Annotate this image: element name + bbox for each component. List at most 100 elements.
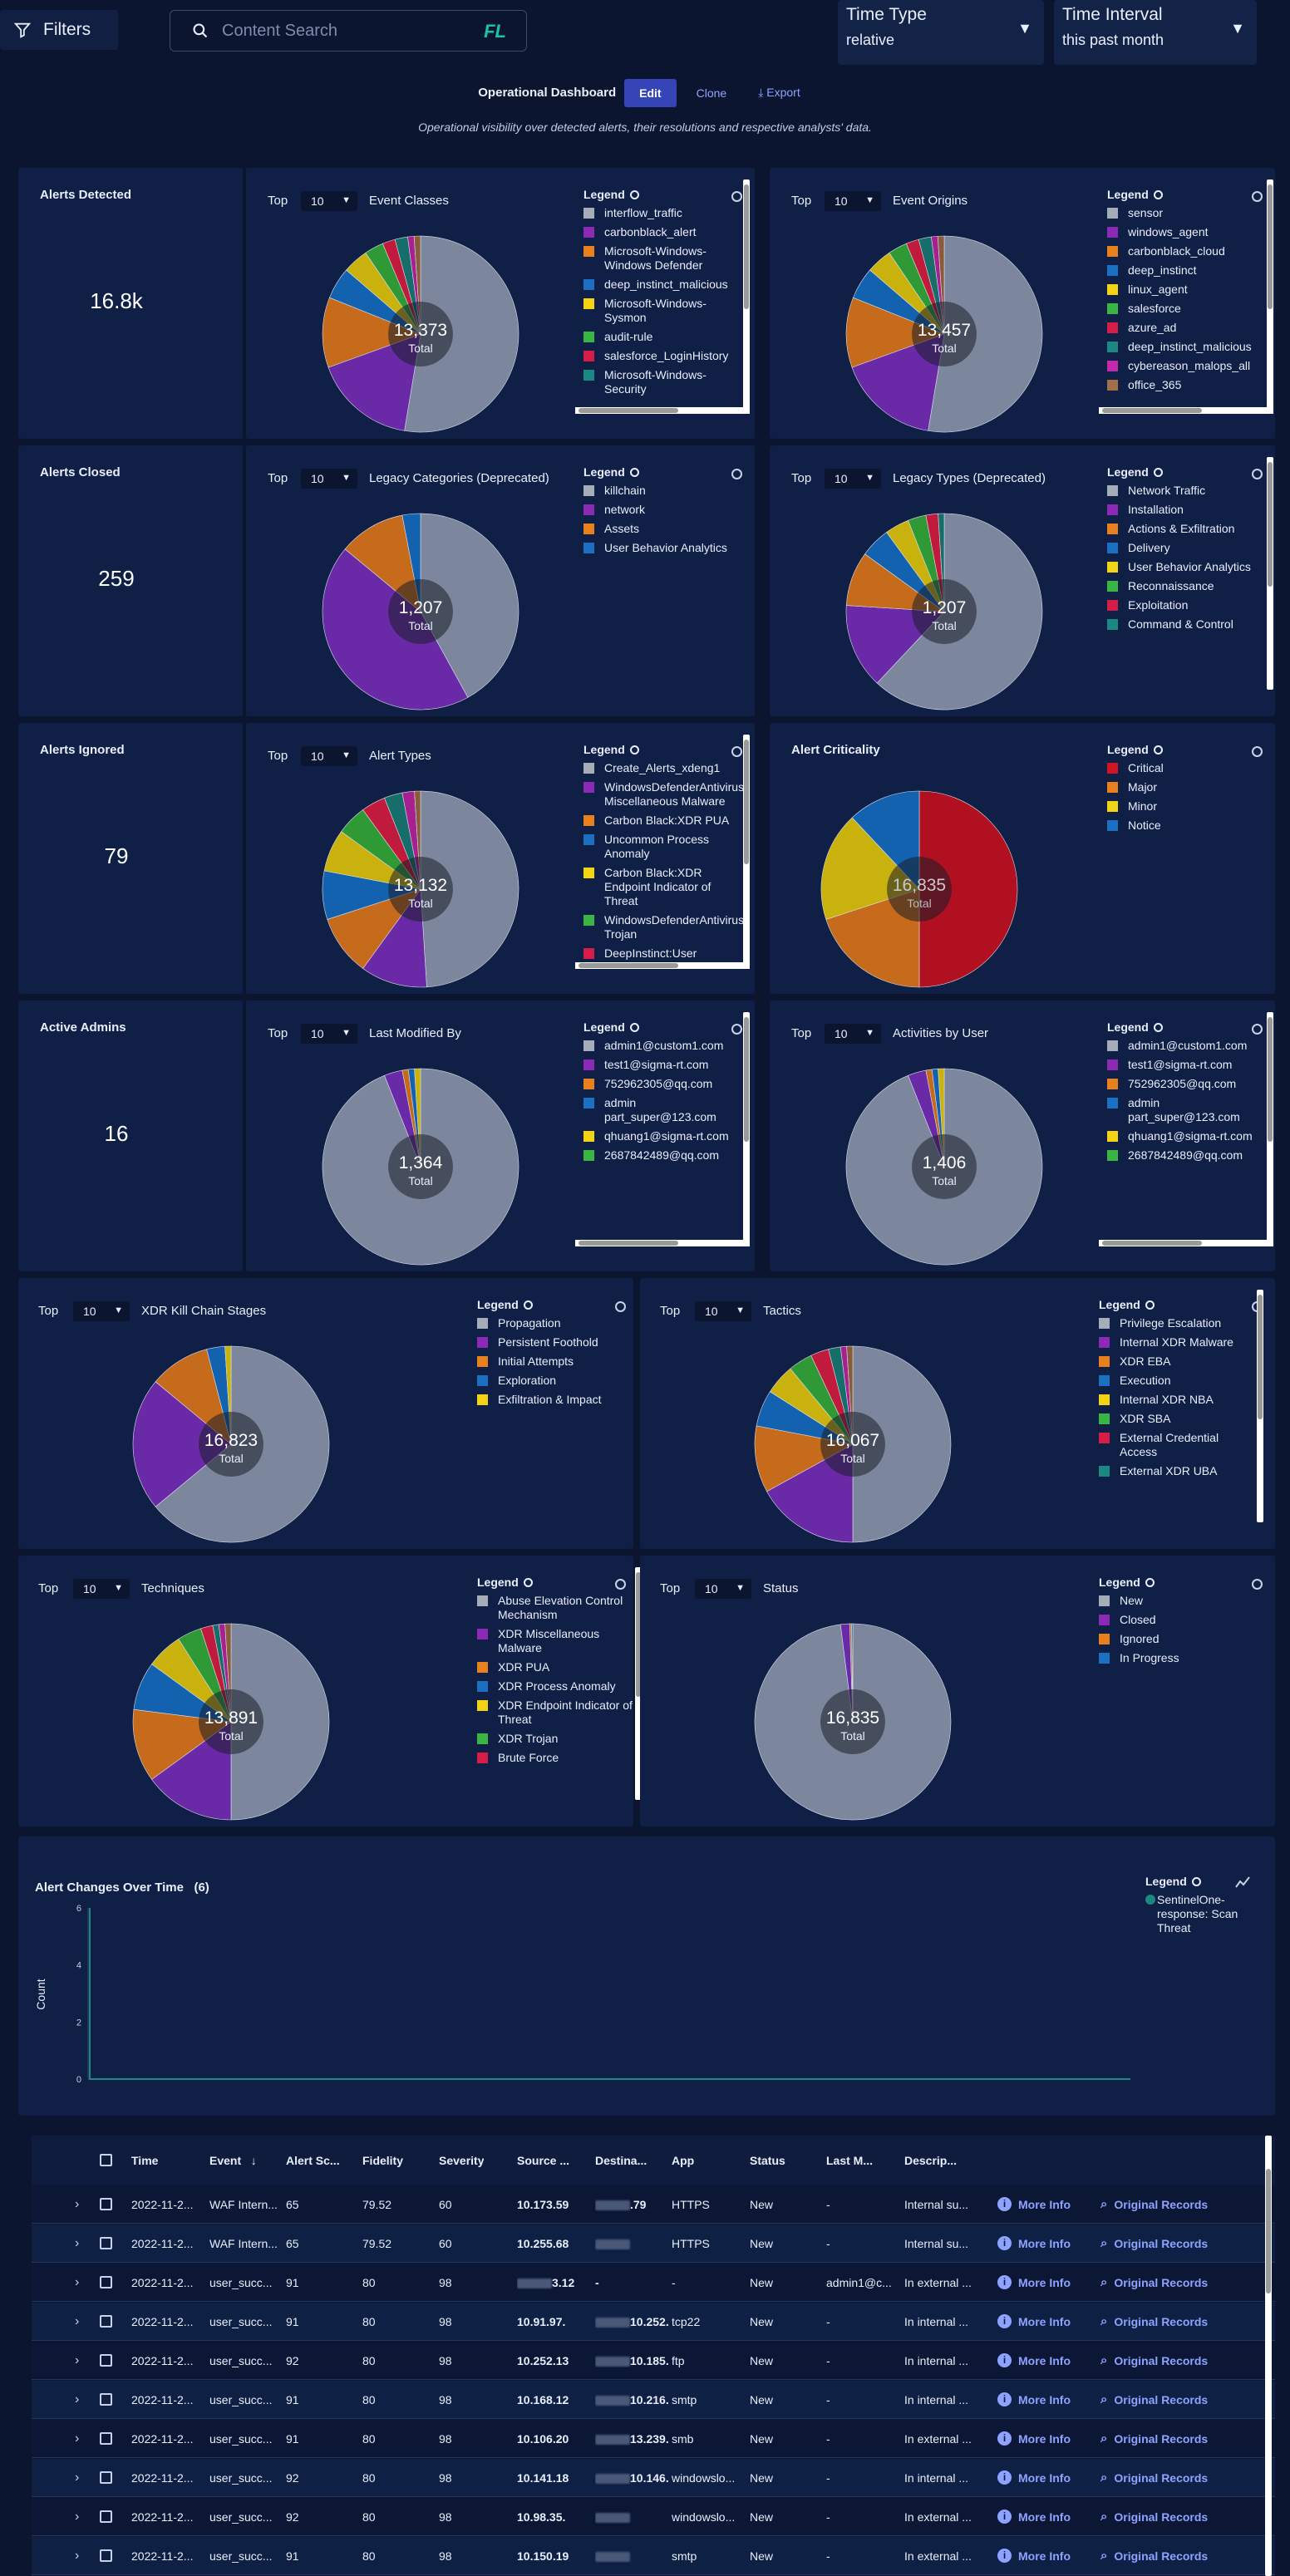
table-row[interactable]: › 2022-11-2... WAF Intern... 65 79.52 60 10.25…: [32, 2225, 1275, 2263]
table-row[interactable]: › 2022-11-2... user_succ... 91 80 98 10.168.12…: [32, 2381, 1275, 2419]
col-description[interactable]: Descrip...: [904, 2154, 958, 2167]
more-info-link[interactable]: i More Info: [997, 2549, 1071, 2563]
expand-chevron-icon[interactable]: ›: [75, 2392, 80, 2406]
legend-item[interactable]: Uncommon Process Anomaly: [583, 833, 743, 861]
top-n-select[interactable]: 10 ▼: [73, 1579, 130, 1599]
legend-item[interactable]: Internal XDR Malware: [1099, 1335, 1257, 1349]
legend-item[interactable]: Microsoft-Windows-Security: [583, 368, 743, 396]
more-info-link[interactable]: i More Info: [997, 2392, 1071, 2406]
original-records-link[interactable]: ⌕ Original Records: [1100, 2510, 1208, 2524]
legend-item[interactable]: 2687842489@qq.com: [1107, 1148, 1267, 1163]
legend-toggle-icon[interactable]: [629, 745, 639, 755]
more-info-link[interactable]: i More Info: [997, 2510, 1071, 2524]
expand-chevron-icon[interactable]: ›: [75, 2274, 80, 2289]
more-info-link[interactable]: i More Info: [997, 2353, 1071, 2367]
expand-chevron-icon[interactable]: ›: [75, 2431, 80, 2446]
legend-item[interactable]: Microsoft-Windows-Windows Defender: [583, 244, 743, 273]
panel-options-icon[interactable]: [731, 746, 742, 757]
legend-item[interactable]: linux_agent: [1107, 283, 1267, 297]
legend-item[interactable]: azure_ad: [1107, 321, 1267, 335]
legend-item[interactable]: Initial Attempts: [477, 1354, 635, 1369]
legend-item[interactable]: Actions & Exfiltration: [1107, 522, 1267, 536]
event-origins-slice[interactable]: [851, 333, 945, 431]
legend-item[interactable]: Exploitation: [1107, 598, 1267, 612]
legend-scrollbar[interactable]: [743, 1012, 750, 1241]
legend-item[interactable]: windows_agent: [1107, 225, 1267, 239]
legend-item[interactable]: XDR EBA: [1099, 1354, 1257, 1369]
legend-item[interactable]: Closed: [1099, 1613, 1257, 1627]
legend-item[interactable]: Reconnaissance: [1107, 579, 1267, 593]
legend-toggle-icon[interactable]: [629, 189, 639, 199]
legend-item[interactable]: admin1@custom1.com: [1107, 1039, 1267, 1053]
legend-item[interactable]: 752962305@qq.com: [1107, 1077, 1267, 1091]
legend-item[interactable]: Carbon Black:XDR PUA: [583, 814, 743, 828]
time-type-dropdown[interactable]: Time Type relative ▼: [838, 0, 1044, 65]
status-slice[interactable]: [851, 1623, 854, 1723]
legend-toggle-icon[interactable]: [1153, 189, 1163, 199]
table-row[interactable]: › 2022-11-2... user_succ... 91 80 98 10.91.97.…: [32, 2303, 1275, 2341]
legend-hscrollbar[interactable]: [1099, 407, 1273, 414]
legend-item[interactable]: office_365: [1107, 378, 1267, 392]
col-fidelity[interactable]: Fidelity: [362, 2154, 404, 2167]
legend-item[interactable]: Notice: [1107, 819, 1267, 833]
legend-item[interactable]: New: [1099, 1594, 1257, 1608]
legend-item[interactable]: salesforce: [1107, 302, 1267, 316]
scrollbar-thumb[interactable]: [579, 963, 678, 968]
techniques-slice[interactable]: [230, 1623, 330, 1821]
table-row[interactable]: › 2022-11-2... user_succ... 92 80 98 10.141.18…: [32, 2459, 1275, 2497]
original-records-link[interactable]: ⌕ Original Records: [1100, 2549, 1208, 2563]
row-checkbox[interactable]: [100, 2198, 112, 2210]
expand-chevron-icon[interactable]: ›: [75, 2509, 80, 2524]
event-origins-slice[interactable]: [928, 235, 1043, 433]
panel-options-icon[interactable]: [731, 469, 742, 479]
table-row[interactable]: › 2022-11-2... user_succ... 92 80 98 10.98.35.…: [32, 2498, 1275, 2536]
legend-scrollbar[interactable]: [743, 735, 750, 964]
legend-item[interactable]: Installation: [1107, 503, 1267, 517]
col-app[interactable]: App: [672, 2154, 695, 2167]
more-info-link[interactable]: i More Info: [997, 2431, 1071, 2446]
filters-button[interactable]: Filters: [0, 10, 118, 50]
top-n-select[interactable]: 10 ▼: [301, 191, 357, 211]
more-info-link[interactable]: i More Info: [997, 2197, 1071, 2211]
col-destination[interactable]: Destina...: [595, 2154, 647, 2167]
legend-item[interactable]: sensor: [1107, 206, 1267, 220]
panel-options-icon[interactable]: [1252, 746, 1263, 757]
legend-item[interactable]: deep_instinct: [1107, 263, 1267, 278]
line-legend-item[interactable]: SentinelOne-response: Scan Threat: [1145, 1893, 1245, 1935]
legend-item[interactable]: XDR PUA: [477, 1660, 635, 1674]
more-info-link[interactable]: i More Info: [997, 2470, 1071, 2485]
tactics-slice[interactable]: [766, 1443, 854, 1543]
col-time[interactable]: Time: [131, 2154, 159, 2167]
legend-item[interactable]: XDR Trojan: [477, 1732, 635, 1746]
row-checkbox[interactable]: [100, 2549, 112, 2562]
legend-item[interactable]: Command & Control: [1107, 617, 1267, 632]
event-classes-slice[interactable]: [327, 333, 421, 431]
legend-item[interactable]: 752962305@qq.com: [583, 1077, 743, 1091]
legend-scrollbar[interactable]: [1257, 1290, 1263, 1522]
legend-item[interactable]: Internal XDR NBA: [1099, 1393, 1257, 1407]
legend-toggle-icon[interactable]: [1153, 467, 1163, 477]
event-classes-slice[interactable]: [404, 235, 519, 433]
legend-item[interactable]: Exfiltration & Impact: [477, 1393, 635, 1407]
panel-options-icon[interactable]: [1252, 1579, 1263, 1590]
top-n-select[interactable]: 10 ▼: [825, 469, 881, 489]
table-row[interactable]: › 2022-11-2... WAF Intern... 65 79.52 60 10.17…: [32, 2185, 1275, 2224]
legend-item[interactable]: External XDR UBA: [1099, 1464, 1257, 1478]
legend-item[interactable]: WindowsDefenderAntivirus Miscellaneous M…: [583, 780, 743, 809]
export-button[interactable]: ⤓ Export: [746, 78, 812, 107]
original-records-link[interactable]: ⌕ Original Records: [1100, 2470, 1208, 2485]
scrollbar-thumb[interactable]: [1268, 462, 1273, 587]
col-last-modified[interactable]: Last M...: [826, 2154, 874, 2167]
legend-item[interactable]: Exploration: [477, 1374, 635, 1388]
scrollbar-thumb[interactable]: [1102, 408, 1202, 413]
expand-chevron-icon[interactable]: ›: [75, 2352, 80, 2367]
original-records-link[interactable]: ⌕ Original Records: [1100, 2431, 1208, 2446]
clone-button[interactable]: Clone: [685, 79, 739, 107]
legend-hscrollbar[interactable]: [575, 1240, 750, 1246]
legacy-categories-slice[interactable]: [420, 513, 519, 698]
legend-item[interactable]: DeepInstinct:User Execution: [583, 946, 743, 961]
legend-item[interactable]: XDR Process Anomaly: [477, 1679, 635, 1694]
more-info-link[interactable]: i More Info: [997, 2236, 1071, 2250]
legend-item[interactable]: test1@sigma-rt.com: [1107, 1058, 1267, 1072]
top-n-select[interactable]: 10 ▼: [301, 746, 357, 766]
